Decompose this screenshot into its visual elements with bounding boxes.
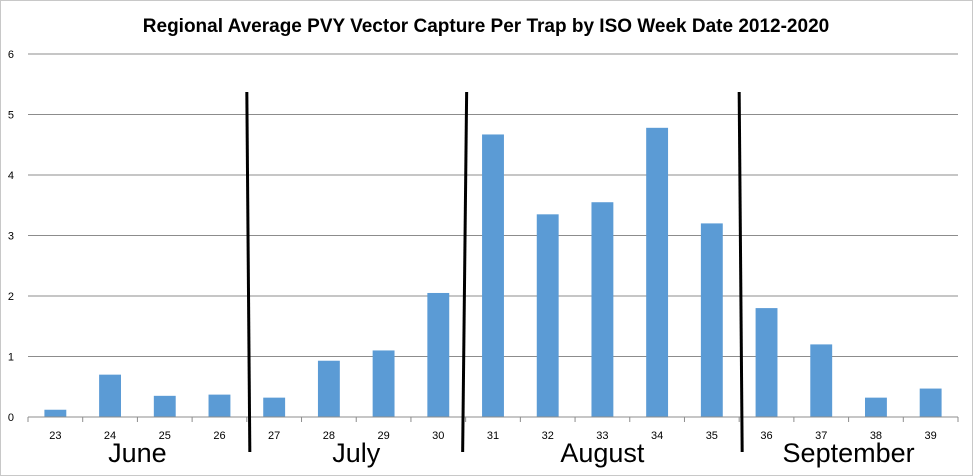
chart-title: Regional Average PVY Vector Capture Per …: [143, 16, 829, 37]
x-tick-label: 34: [651, 430, 663, 442]
x-tick-label: 33: [596, 430, 608, 442]
bar: [646, 127, 669, 417]
month-dividers: [245, 91, 744, 453]
x-tick-label: 23: [49, 430, 61, 442]
month-divider: [461, 91, 469, 453]
bar: [208, 394, 231, 417]
x-tick-label: 36: [760, 430, 772, 442]
y-tick-label: 4: [8, 170, 14, 182]
bars: [44, 127, 942, 417]
x-tick-label: 29: [377, 430, 389, 442]
x-tick-label: 27: [268, 430, 280, 442]
bar: [865, 397, 887, 417]
x-tick-label: 28: [323, 430, 335, 442]
bar: [153, 395, 176, 417]
bar: [482, 134, 504, 417]
bar: [44, 409, 67, 417]
bar: [810, 344, 833, 417]
month-divider: [737, 91, 744, 453]
bar: [99, 374, 121, 417]
bar: [317, 360, 340, 417]
x-tick-label: 25: [159, 430, 171, 442]
x-tick-label: 30: [432, 430, 444, 442]
month-divider: [245, 91, 252, 453]
x-tick-label: 39: [925, 430, 937, 442]
x-tick-label: 26: [213, 430, 225, 442]
bar: [591, 202, 614, 417]
month-labels: June July August September: [108, 438, 915, 468]
month-label: July: [332, 438, 381, 468]
x-axis: [27, 416, 959, 422]
month-label: June: [108, 438, 167, 468]
y-tick-label: 2: [8, 291, 14, 303]
y-tick-label: 1: [8, 352, 14, 364]
x-tick-label: 31: [487, 430, 499, 442]
bar: [755, 308, 778, 417]
y-tick-label: 3: [8, 231, 14, 243]
bar: [372, 350, 395, 417]
x-tick-label: 32: [542, 430, 554, 442]
x-tick-label: 24: [104, 430, 116, 442]
x-tick-label: 37: [815, 430, 827, 442]
month-label: September: [783, 438, 915, 468]
x-tick-label: 38: [870, 430, 882, 442]
month-label: August: [560, 438, 645, 468]
bar: [536, 214, 559, 417]
bar: [919, 388, 942, 417]
y-axis-ticks: 0 1 2 3 4 5 6: [8, 49, 14, 424]
x-tick-label: 35: [706, 430, 718, 442]
x-axis-ticks: 23 24 25 26 27 28 29 30 31 32 33 34 35 36 37 38 39: [49, 430, 937, 442]
bar: [427, 292, 450, 417]
y-tick-label: 6: [8, 49, 14, 61]
gridlines: [28, 53, 958, 357]
bar: [263, 397, 286, 417]
bar: [700, 223, 723, 417]
y-tick-label: 0: [8, 412, 14, 424]
y-tick-label: 5: [8, 110, 14, 122]
